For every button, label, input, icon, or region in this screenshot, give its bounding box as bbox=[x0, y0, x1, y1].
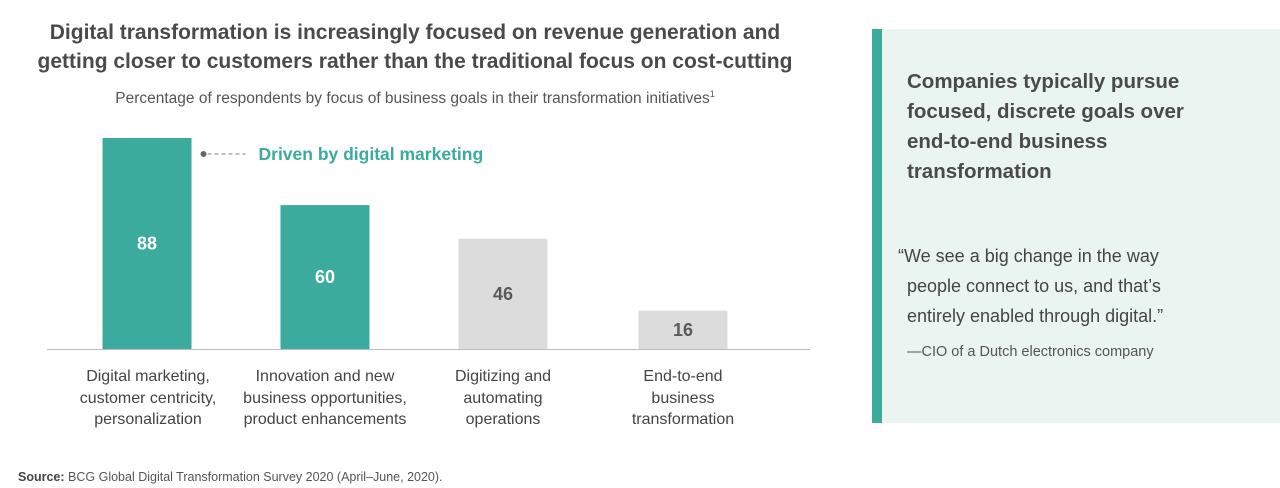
category-label-digitizing: Digitizing and automating operations bbox=[408, 366, 598, 431]
source-text: BCG Global Digital Transformation Survey… bbox=[68, 470, 443, 484]
quote-line: people connect to us, and that’s bbox=[907, 276, 1161, 296]
quote: “We see a big change in the way people c… bbox=[898, 241, 1258, 331]
chart-title-line-1: Digital transformation is increasingly f… bbox=[49, 21, 781, 44]
bar-value-label: 16 bbox=[673, 320, 693, 340]
category-label-line: automating bbox=[463, 389, 543, 407]
quote-line: “We see a big change in the way bbox=[898, 246, 1159, 266]
panel-heading-line: end-to-end business bbox=[907, 130, 1108, 153]
category-label-line: Innovation and new bbox=[255, 368, 395, 385]
chart-title-line-2: getting closer to customers rather than … bbox=[37, 50, 793, 73]
category-label-digital-marketing: Digital marketing, customer centricity, … bbox=[53, 366, 243, 431]
panel-heading: Companies typically pursue focused, disc… bbox=[907, 67, 1247, 187]
category-label-end-to-end: End-to-end business transformation bbox=[588, 366, 778, 431]
panel-heading-line: transformation bbox=[907, 160, 1052, 183]
category-label-line: End-to-end bbox=[643, 368, 723, 385]
annotation-dot bbox=[200, 151, 207, 157]
chart-subtitle: Percentage of respondents by focus of bu… bbox=[0, 89, 830, 108]
footnote-marker: 1 bbox=[709, 89, 715, 99]
category-label-line: Digitizing and bbox=[454, 368, 552, 385]
bar-value-label: 88 bbox=[137, 234, 157, 254]
category-label-line: business bbox=[651, 389, 715, 407]
category-label-line: customer centricity, bbox=[79, 389, 217, 407]
category-label-line: business opportunities, bbox=[243, 389, 407, 407]
category-label-line: transformation bbox=[631, 411, 735, 428]
panel-heading-line: focused, discrete goals over bbox=[907, 100, 1184, 123]
chart-subtitle-text: Percentage of respondents by focus of bu… bbox=[115, 90, 710, 108]
category-label-innovation: Innovation and new business opportunitie… bbox=[230, 366, 420, 431]
bar-value-label: 60 bbox=[315, 267, 335, 287]
callout-panel: Companies typically pursue focused, disc… bbox=[872, 29, 1280, 423]
chart-title: Digital transformation is increasingly f… bbox=[0, 18, 830, 76]
quote-line: entirely enabled through digital.” bbox=[907, 306, 1164, 326]
bar bbox=[280, 205, 370, 349]
quote-attribution: —CIO of a Dutch electronics company bbox=[907, 344, 1154, 360]
bar-chart: 88 60 46 16 Driven by digital marketing bbox=[47, 138, 810, 350]
bar bbox=[458, 238, 548, 349]
panel-heading-line: Companies typically pursue bbox=[907, 70, 1180, 93]
bar-value-label: 46 bbox=[493, 284, 513, 304]
category-label-line: product enhancements bbox=[243, 411, 407, 428]
annotation-label: Driven by digital marketing bbox=[259, 144, 484, 164]
panel-accent-bar bbox=[872, 29, 882, 423]
category-label-line: personalization bbox=[94, 411, 202, 428]
bar bbox=[638, 310, 728, 349]
category-label-line: Digital marketing, bbox=[86, 368, 210, 385]
source-label: Source: bbox=[18, 470, 65, 484]
bar bbox=[102, 138, 192, 349]
source-note: Source: BCG Global Digital Transformatio… bbox=[18, 470, 443, 484]
category-label-line: operations bbox=[465, 411, 541, 428]
